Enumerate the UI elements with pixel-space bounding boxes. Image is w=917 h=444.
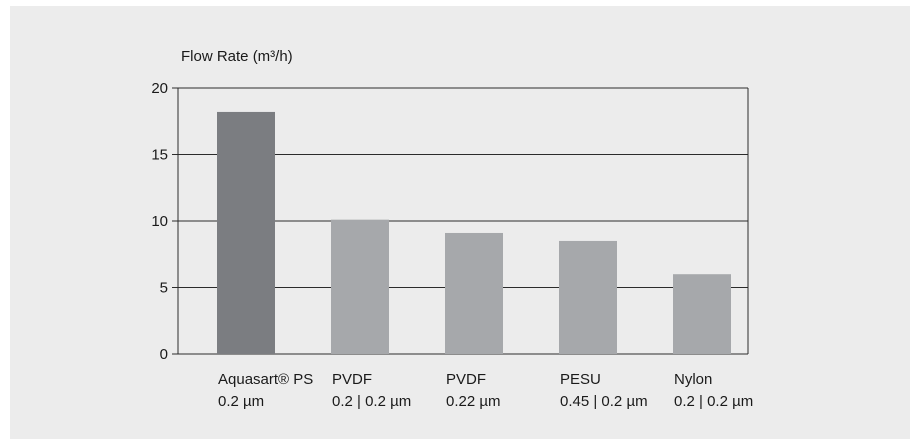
y-tick-label: 15 [151,147,168,164]
x-tick-sublabel: 0.22 µm [446,393,501,410]
x-tick-sublabel: 0.2 | 0.2 µm [332,393,411,410]
x-tick-label: PVDF [332,371,372,388]
bar-5 [673,274,731,354]
y-tick-label: 20 [151,80,168,97]
y-axis-label: Flow Rate (m³/h) [181,48,293,65]
y-tick-label: 5 [160,280,168,297]
flow-rate-bar-chart: Flow Rate (m³/h) 0 5 10 15 20 Aquasart® PS 0.2 … [151,48,753,410]
bar-1 [217,111,275,354]
x-tick-sublabel: 0.45 | 0.2 µm [560,393,648,410]
y-tick-label: 10 [151,213,168,230]
bar-3 [445,232,503,354]
x-tick-label: Nylon [674,371,712,388]
x-tick-sublabel: 0.2 | 0.2 µm [674,393,753,410]
x-tick-label: PESU [560,371,601,388]
x-tick-sublabel: 0.2 µm [218,393,264,410]
x-tick-label: Aquasart® PS [218,371,313,388]
bar-4 [559,240,617,354]
y-tick-label: 0 [160,346,168,363]
chart-panel: Flow Rate (m³/h) 0 5 10 15 20 Aquasart® PS 0.2 … [10,6,910,439]
bar-2 [331,219,389,354]
x-tick-label: PVDF [446,371,486,388]
